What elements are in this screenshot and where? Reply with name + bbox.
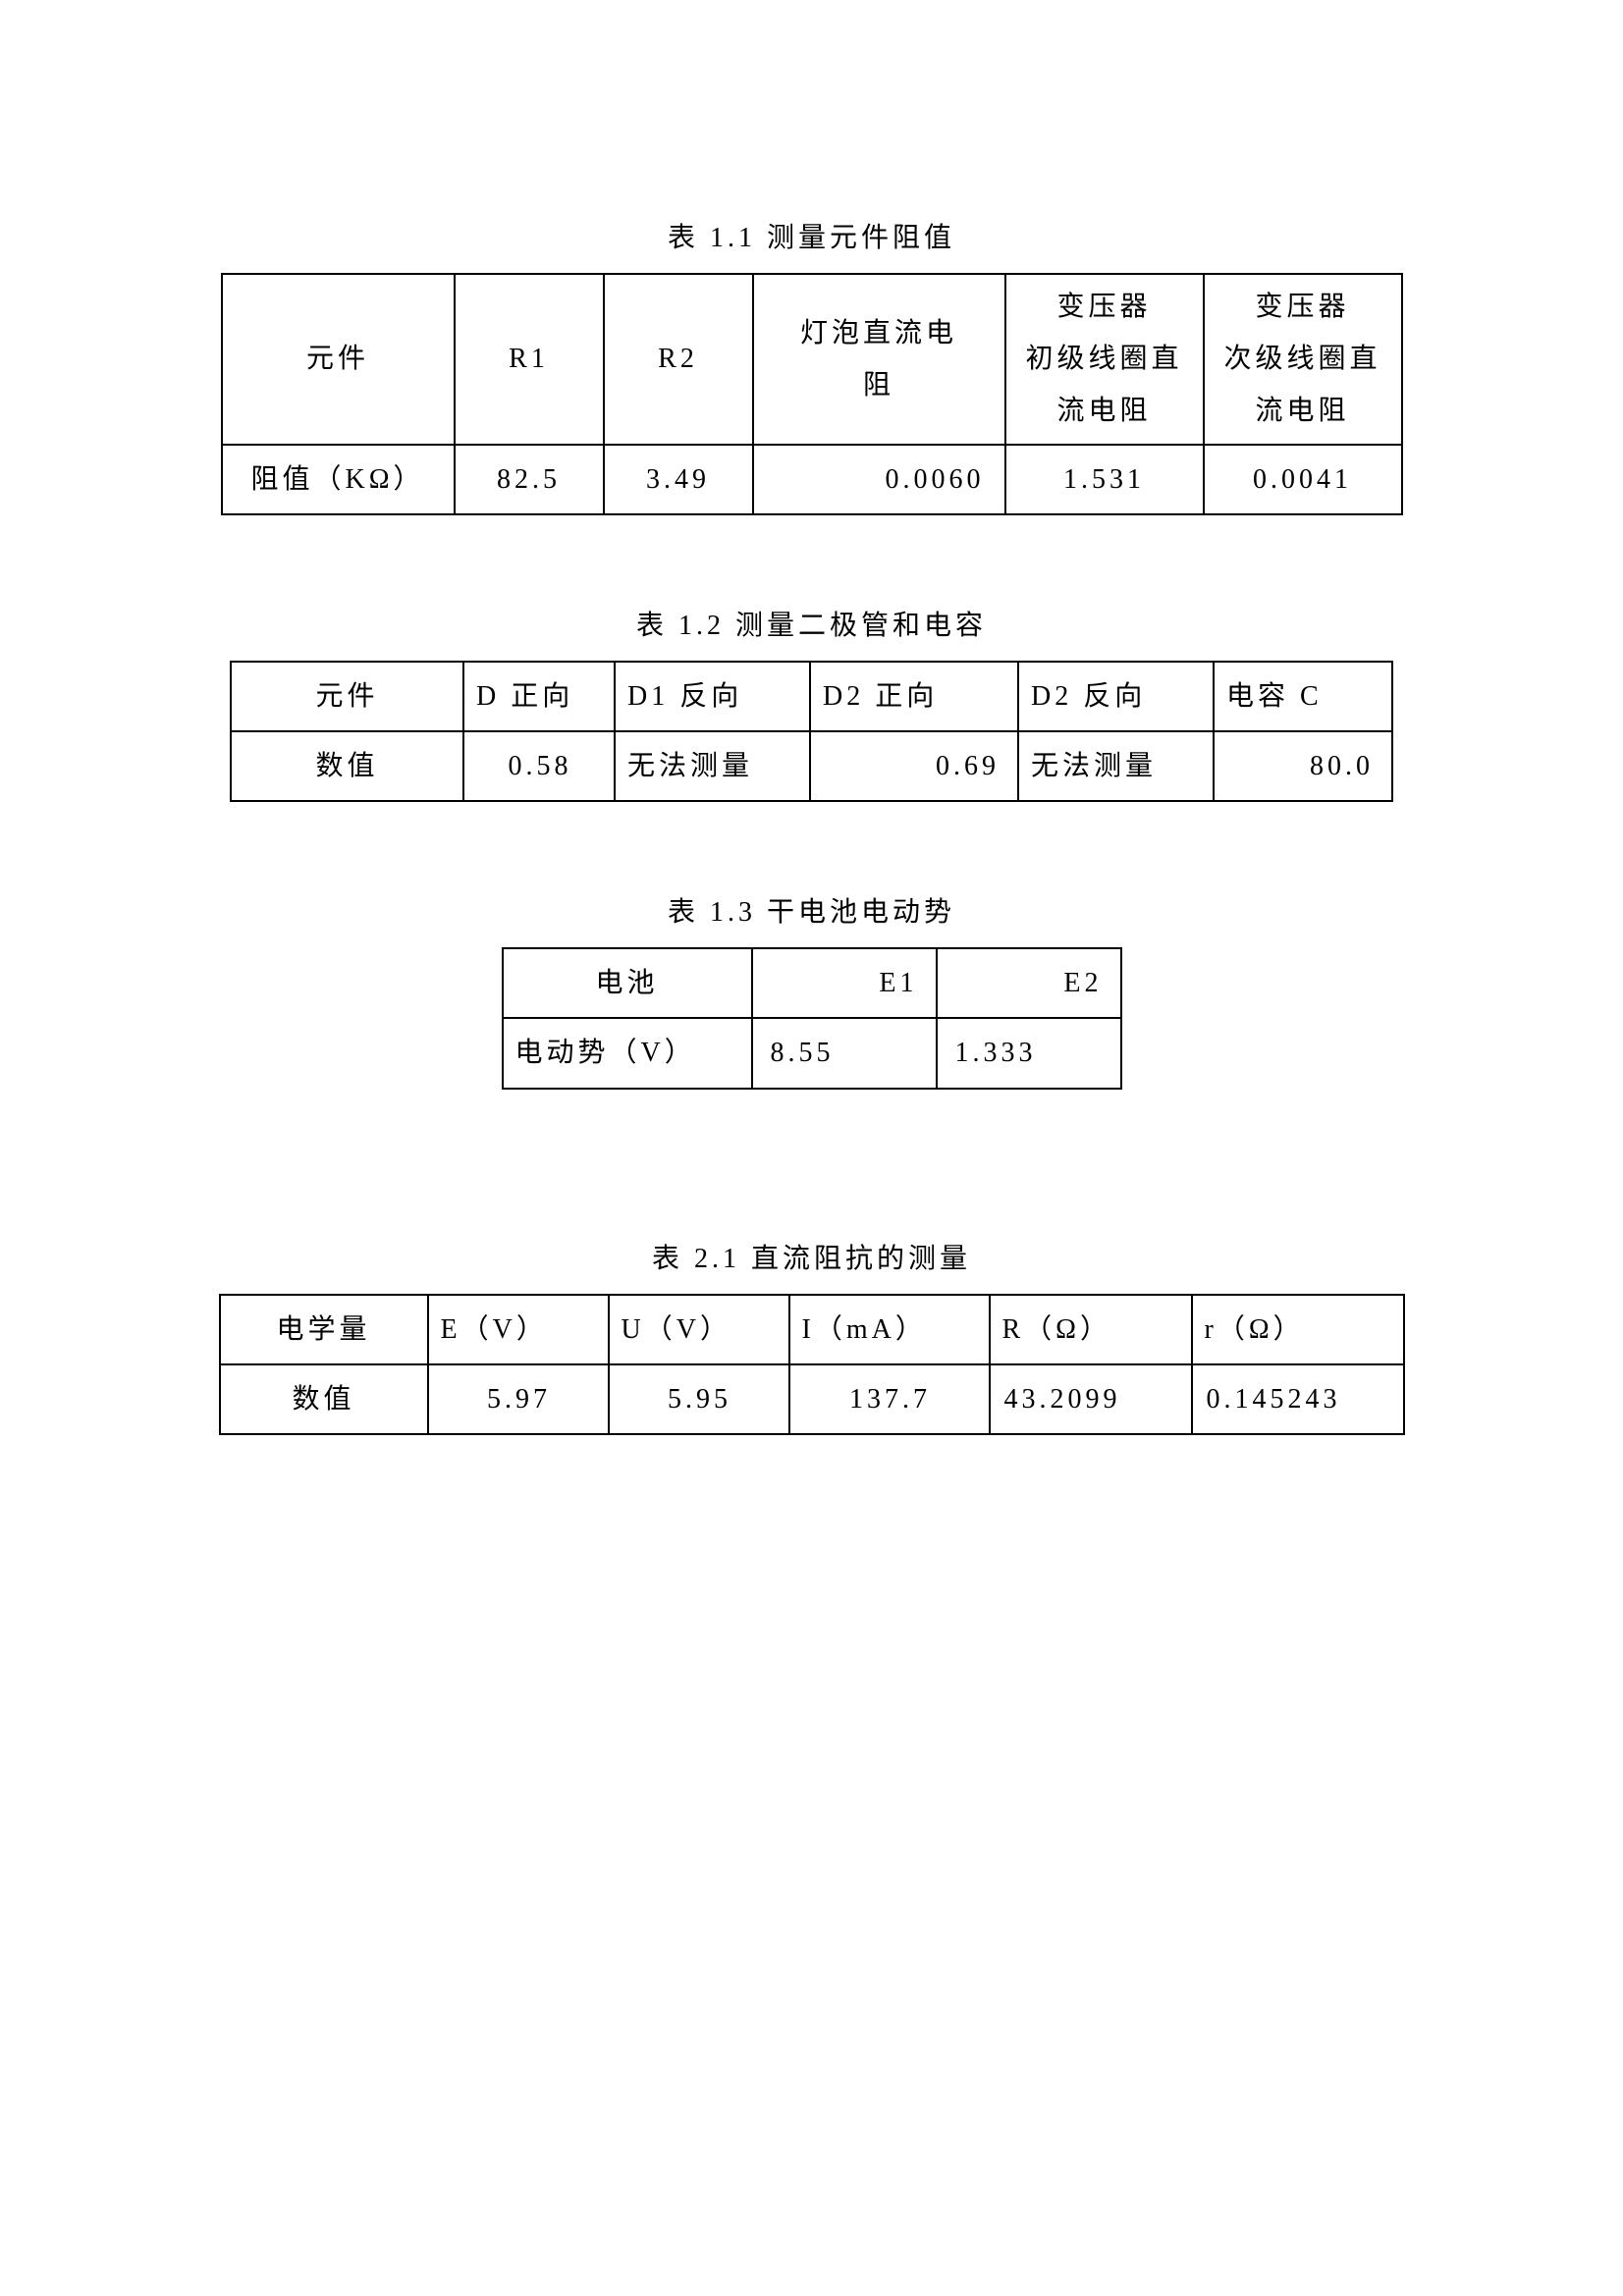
header-cell: U（V） <box>609 1295 789 1364</box>
row-label: 数值 <box>220 1364 428 1434</box>
header-cell: R1 <box>455 274 604 445</box>
header-cell: 变压器次级线圈直流电阻 <box>1204 274 1402 445</box>
table-row: 电池 E1 E2 <box>503 948 1121 1018</box>
data-cell: 0.0060 <box>753 445 1005 514</box>
header-cell: 元件 <box>231 662 463 731</box>
table-row: 电动势（V） 8.55 1.333 <box>503 1018 1121 1088</box>
table-1-3-caption: 表 1.3 干电池电动势 <box>137 890 1486 930</box>
header-cell: E1 <box>752 948 937 1018</box>
table-1-1-caption: 表 1.1 测量元件阻值 <box>137 216 1486 255</box>
data-cell: 5.95 <box>609 1364 789 1434</box>
header-cell: D1 反向 <box>615 662 810 731</box>
data-cell: 82.5 <box>455 445 604 514</box>
header-cell: 变压器初级线圈直流电阻 <box>1005 274 1204 445</box>
data-cell: 0.0041 <box>1204 445 1402 514</box>
header-cell: 电池 <box>503 948 752 1018</box>
data-cell: 80.0 <box>1214 731 1392 801</box>
header-cell: 电容 C <box>1214 662 1392 731</box>
table-row: 阻值（KΩ） 82.5 3.49 0.0060 1.531 0.0041 <box>222 445 1402 514</box>
table-row: 数值 0.58 无法测量 0.69 无法测量 80.0 <box>231 731 1392 801</box>
header-cell: r（Ω） <box>1192 1295 1404 1364</box>
header-cell: R（Ω） <box>990 1295 1192 1364</box>
row-label: 数值 <box>231 731 463 801</box>
data-cell: 0.58 <box>463 731 615 801</box>
header-cell: D2 反向 <box>1018 662 1214 731</box>
table-1-1: 元件 R1 R2 灯泡直流电阻 变压器初级线圈直流电阻 变压器次级线圈直流电阻 … <box>221 273 1403 515</box>
data-cell: 无法测量 <box>1018 731 1214 801</box>
data-cell: 0.69 <box>810 731 1018 801</box>
header-cell: E2 <box>937 948 1121 1018</box>
table-2-1-caption: 表 2.1 直流阻抗的测量 <box>137 1237 1486 1276</box>
header-cell: 电学量 <box>220 1295 428 1364</box>
table-2-1: 电学量 E（V） U（V） I（mA） R（Ω） r（Ω） 数值 5.97 5.… <box>219 1294 1405 1435</box>
document-page: 表 1.1 测量元件阻值 元件 R1 R2 灯泡直流电阻 变压器初级线圈直流电阻… <box>0 0 1623 1622</box>
table-row: 电学量 E（V） U（V） I（mA） R（Ω） r（Ω） <box>220 1295 1404 1364</box>
data-cell: 43.2099 <box>990 1364 1192 1434</box>
header-cell: D2 正向 <box>810 662 1018 731</box>
data-cell: 1.531 <box>1005 445 1204 514</box>
data-cell: 8.55 <box>752 1018 937 1088</box>
header-cell: 灯泡直流电阻 <box>753 274 1005 445</box>
data-cell: 5.97 <box>428 1364 609 1434</box>
data-cell: 无法测量 <box>615 731 810 801</box>
header-cell: I（mA） <box>789 1295 990 1364</box>
header-cell: E（V） <box>428 1295 609 1364</box>
table-2-1-block: 表 2.1 直流阻抗的测量 电学量 E（V） U（V） I（mA） R（Ω） r… <box>137 1237 1486 1435</box>
table-1-1-block: 表 1.1 测量元件阻值 元件 R1 R2 灯泡直流电阻 变压器初级线圈直流电阻… <box>137 216 1486 515</box>
row-label: 阻值（KΩ） <box>222 445 455 514</box>
data-cell: 0.145243 <box>1192 1364 1404 1434</box>
header-cell: R2 <box>604 274 753 445</box>
data-cell: 1.333 <box>937 1018 1121 1088</box>
table-1-2: 元件 D 正向 D1 反向 D2 正向 D2 反向 电容 C 数值 0.58 无… <box>230 661 1393 802</box>
header-cell: 元件 <box>222 274 455 445</box>
table-row: 元件 R1 R2 灯泡直流电阻 变压器初级线圈直流电阻 变压器次级线圈直流电阻 <box>222 274 1402 445</box>
table-1-3: 电池 E1 E2 电动势（V） 8.55 1.333 <box>502 947 1122 1089</box>
table-1-2-caption: 表 1.2 测量二极管和电容 <box>137 604 1486 643</box>
table-row: 数值 5.97 5.95 137.7 43.2099 0.145243 <box>220 1364 1404 1434</box>
table-1-3-block: 表 1.3 干电池电动势 电池 E1 E2 电动势（V） 8.55 1.333 <box>137 890 1486 1089</box>
table-row: 元件 D 正向 D1 反向 D2 正向 D2 反向 电容 C <box>231 662 1392 731</box>
data-cell: 137.7 <box>789 1364 990 1434</box>
data-cell: 3.49 <box>604 445 753 514</box>
header-cell: D 正向 <box>463 662 615 731</box>
table-1-2-block: 表 1.2 测量二极管和电容 元件 D 正向 D1 反向 D2 正向 D2 反向… <box>137 604 1486 802</box>
row-label: 电动势（V） <box>503 1018 752 1088</box>
